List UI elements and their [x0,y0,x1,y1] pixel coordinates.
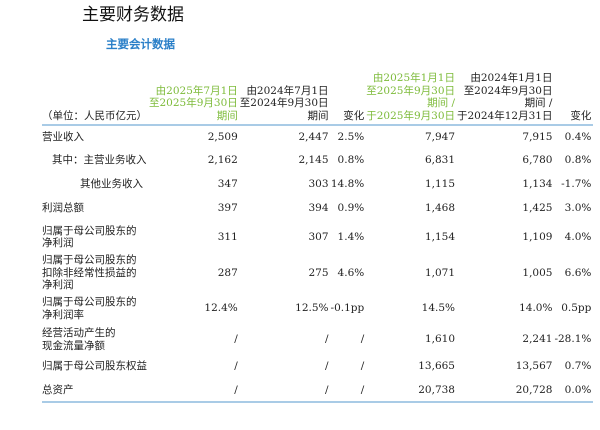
row-label: 归属于母公司股东的 净利润 [42,224,137,250]
cell-value: 20,738 [418,383,455,396]
table-row: 总资产 / / / 20,738 20,728 0.0% [42,380,593,402]
cell-value: 0.8% [564,154,592,167]
cell-value: / [324,360,329,373]
cell-value: 347 [217,177,238,190]
cell-value: 6,831 [424,154,455,167]
cell-value: 2,509 [207,131,238,144]
row-label: 经营活动产生的 现金流量净额 [42,327,116,352]
cell-value: 2,447 [298,131,329,144]
cell-value: 0.8% [337,154,365,167]
table-row: 利润总额 397 394 0.9% 1,468 1,425 3.0% [42,196,593,220]
cell-value: 2,162 [207,154,238,167]
cell-value: 6,780 [522,154,553,167]
cell-value: / [234,333,238,346]
cell-value: 0.0% [564,383,592,396]
cell-value: 14.0% [519,302,553,315]
cell-value: -0.1pp [330,302,365,315]
table-row: 其他业务收入 347 303 14.8% 1,115 1,134 -1.7% [42,172,593,196]
unit-label: （单位：人民币亿元） [42,109,147,122]
row-label: 利润总额 [42,201,84,214]
cell-value: / [234,383,238,396]
cell-value: 0.7% [564,360,592,373]
cell-value: 397 [217,201,238,214]
table-row: 归属于母公司股东权益 / / / 13,665 13,567 0.7% [42,354,593,380]
table-row: 经营活动产生的 现金流量净额 / / / 1,610 2,241 -28.1% [42,326,593,354]
cell-value: 12.5% [295,302,329,315]
cell-value: 4.6% [337,266,365,279]
cell-value: 307 [308,230,329,243]
row-label: 归属于母公司股东的 净利润率 [42,296,137,321]
row-label: 总资产 [42,383,74,396]
cell-value: 14.5% [421,302,455,315]
cell-value: 13,665 [418,360,455,373]
table-row: 营业收入 2,509 2,447 2.5% 7,947 7,915 0.4% [42,125,593,149]
cell-value: 2,241 [522,333,553,346]
cell-value: / [360,333,365,346]
financial-table: （单位：人民币亿元） 由2025年7月1日 至2025年9月30日 期间 由2024… [42,72,594,403]
cell-value: 1,468 [424,201,455,214]
cell-value: 1,154 [424,230,455,243]
section-title: 主要会计数据 [106,37,175,51]
cell-value: 1,109 [522,230,553,243]
cell-value: 275 [308,266,329,279]
table-row: 归属于母公司股东的 扣除非经常性损益的 净利润 287 275 4.6% 1,071 1,00… [42,254,593,292]
cell-value: 0.5pp [561,302,592,315]
cell-value: 7,915 [522,131,553,144]
cell-value: 6.6% [564,266,592,279]
row-label: 归属于母公司股东权益 [42,360,147,373]
header-change-ytd: 变化 [570,109,592,122]
cell-value: 287 [217,266,238,279]
table-row: 其中：主营业务收入 2,162 2,145 0.8% 6,831 6,780 0.8% [42,149,593,172]
cell-value: 1,005 [522,266,553,279]
cell-value: / [324,333,329,346]
cell-value: 4.0% [564,230,592,243]
cell-value: -1.7% [561,177,592,190]
cell-value: 1.4% [337,230,365,243]
cell-value: 20,728 [515,383,553,396]
header-q3-2024: 由2024年7月1日 至2024年9月30日 期间 [239,84,329,122]
cell-value: / [360,383,365,396]
cell-value: / [324,383,329,396]
cell-value: 7,947 [424,131,455,144]
cell-value: 12.4% [204,302,238,315]
cell-value: 1,115 [424,177,455,190]
cell-value: 311 [217,230,238,243]
row-label: 归属于母公司股东的 扣除非经常性损益的 净利润 [42,254,137,291]
cell-value: 3.0% [564,201,592,214]
cell-value: 394 [308,201,329,214]
header-q3-2025: 由2025年7月1日 至2025年9月30日 期间 [149,84,238,122]
cell-value: 1,425 [522,201,553,214]
row-label: 其他业务收入 [80,177,143,190]
header-change-q: 变化 [343,109,365,122]
cell-value: 1,610 [424,333,455,346]
page-title: 主要财务数据 [82,5,184,25]
cell-value: 0.9% [337,201,365,214]
cell-value: / [360,360,365,373]
cell-value: 303 [308,177,329,190]
cell-value: 2,145 [298,154,329,167]
table-row: 归属于母公司股东的 净利润率 12.4% 12.5% -0.1pp 14.5% 14.0% 0… [42,292,593,326]
header-ytd-2024: 由2024年1月1日 至2024年9月30日 期间 / 于2024年12月31日 [457,72,553,122]
cell-value: 0.4% [564,131,592,144]
header-ytd-2025: 由2025年1月1日 至2025年9月30日 期间 / 于2025年9月30日 [366,72,455,122]
cell-value: 14.8% [330,177,365,190]
cell-value: 2.5% [337,131,365,144]
cell-value: -28.1% [554,333,592,346]
cell-value: 1,071 [424,266,455,279]
table-header-row: （单位：人民币亿元） 由2025年7月1日 至2025年9月30日 期间 由2024… [42,72,593,125]
row-label: 营业收入 [42,131,84,144]
cell-value: 13,567 [515,360,553,373]
row-label: 其中：主营业务收入 [52,154,147,167]
cell-value: 1,134 [522,177,553,190]
cell-value: / [234,360,238,373]
table-row: 归属于母公司股东的 净利润 311 307 1.4% 1,154 1,109 4.0% [42,220,593,254]
